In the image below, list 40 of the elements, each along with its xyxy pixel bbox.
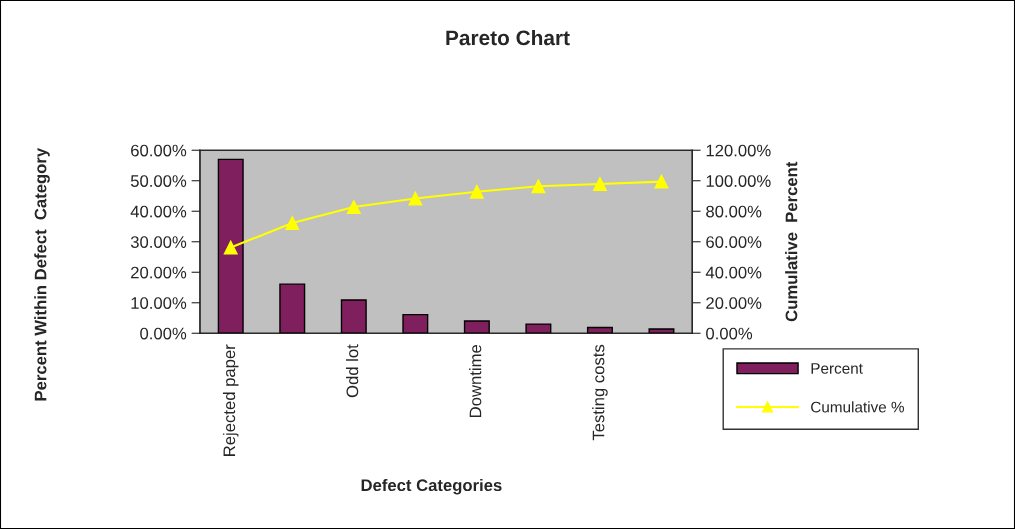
y2-axis-title: Cumulative Percent: [785, 161, 798, 322]
x-tick-label: Rejected paper: [222, 344, 239, 456]
point: [285, 216, 300, 230]
chart-title: Pareto Chart: [446, 29, 570, 46]
bar: [586, 326, 613, 334]
point: [408, 191, 423, 206]
point: [469, 184, 484, 199]
y-tick-label: 30.00%: [130, 236, 187, 248]
point: [654, 174, 669, 189]
y2-tick-label: 100.00%: [706, 175, 771, 187]
y-tick-label: 0.00%: [140, 327, 187, 340]
y2-tick-label: 0.00%: [706, 327, 753, 340]
x-tick-label: Testing costs: [592, 344, 608, 441]
legend-label: Cumulative %: [811, 401, 904, 413]
y-tick-label: 40.00%: [130, 205, 187, 218]
y-tick-label: 20.00%: [131, 266, 187, 279]
y-tick-label: 10.00%: [131, 297, 187, 309]
y2-tick-label: 120.00%: [706, 144, 771, 157]
y-tick-label: 50.00%: [130, 175, 187, 187]
x-tick-label: Downtime: [469, 344, 482, 417]
y-axis-title: Percent Within Defect Category: [34, 147, 50, 401]
y2-tick-label: 80.00%: [706, 205, 762, 218]
bar: [402, 313, 429, 334]
bar: [463, 320, 490, 334]
y2-tick-label: 20.00%: [706, 297, 762, 309]
y-tick-label: 60.00%: [131, 144, 187, 157]
bar: [340, 299, 367, 334]
bar: [648, 328, 675, 334]
point: [531, 179, 546, 194]
y2-tick-label: 60.00%: [706, 236, 762, 248]
x-axis-title: Defect Categories: [361, 478, 502, 495]
bar: [217, 158, 244, 334]
x-tick-label: Odd lot: [346, 344, 359, 398]
legend-label: Percent: [811, 363, 863, 374]
bar: [525, 323, 552, 334]
point: [223, 240, 238, 255]
bar: [279, 283, 306, 334]
point: [592, 176, 607, 191]
y2-tick-label: 40.00%: [705, 266, 762, 279]
point: [346, 200, 361, 214]
